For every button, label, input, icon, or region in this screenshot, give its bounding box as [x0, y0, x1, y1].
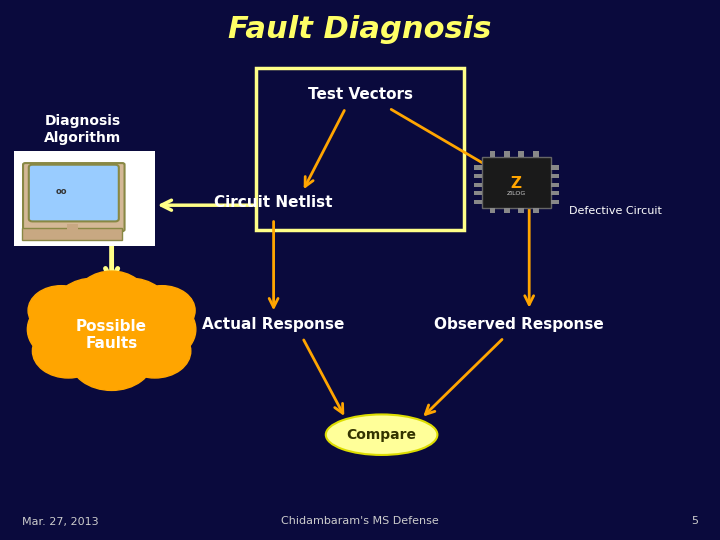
Circle shape	[70, 328, 153, 390]
FancyBboxPatch shape	[551, 200, 559, 204]
Text: Actual Response: Actual Response	[202, 316, 345, 332]
Circle shape	[58, 302, 166, 383]
FancyBboxPatch shape	[551, 191, 559, 195]
FancyBboxPatch shape	[504, 208, 510, 213]
FancyBboxPatch shape	[551, 174, 559, 178]
FancyBboxPatch shape	[67, 224, 78, 232]
Text: Fault Diagnosis: Fault Diagnosis	[228, 15, 492, 44]
Circle shape	[77, 271, 146, 323]
FancyBboxPatch shape	[533, 208, 539, 213]
Circle shape	[129, 286, 195, 335]
FancyBboxPatch shape	[474, 183, 482, 187]
Text: Circuit Netlist: Circuit Netlist	[215, 195, 333, 210]
Circle shape	[90, 278, 169, 338]
Text: oo: oo	[55, 187, 67, 196]
FancyBboxPatch shape	[22, 228, 122, 240]
FancyBboxPatch shape	[533, 151, 539, 157]
FancyBboxPatch shape	[490, 208, 495, 213]
Ellipse shape	[325, 415, 438, 455]
FancyBboxPatch shape	[474, 165, 482, 170]
Text: Test Vectors: Test Vectors	[307, 87, 413, 102]
FancyBboxPatch shape	[474, 174, 482, 178]
Circle shape	[54, 278, 133, 338]
Text: Defective Circuit: Defective Circuit	[570, 206, 662, 215]
Text: Diagnosis
Algorithm: Diagnosis Algorithm	[44, 114, 122, 145]
Text: Compare: Compare	[346, 428, 417, 442]
Text: 5: 5	[691, 516, 698, 526]
Text: Observed Response: Observed Response	[433, 316, 603, 332]
Text: Mar. 27, 2013: Mar. 27, 2013	[22, 516, 98, 526]
FancyBboxPatch shape	[482, 157, 551, 208]
Circle shape	[119, 324, 191, 378]
Circle shape	[28, 286, 94, 335]
FancyBboxPatch shape	[23, 163, 125, 231]
FancyBboxPatch shape	[518, 151, 524, 157]
FancyBboxPatch shape	[518, 208, 524, 213]
FancyBboxPatch shape	[474, 200, 482, 204]
Circle shape	[32, 324, 104, 378]
Text: Z: Z	[510, 176, 522, 191]
FancyBboxPatch shape	[490, 151, 495, 157]
FancyBboxPatch shape	[551, 165, 559, 170]
Circle shape	[107, 296, 196, 363]
Text: ZILOG: ZILOG	[507, 191, 526, 196]
FancyBboxPatch shape	[551, 183, 559, 187]
FancyBboxPatch shape	[474, 191, 482, 195]
FancyBboxPatch shape	[14, 151, 155, 246]
Text: Chidambaram's MS Defense: Chidambaram's MS Defense	[281, 516, 439, 526]
Circle shape	[27, 296, 117, 363]
Text: Possible
Faults: Possible Faults	[76, 319, 147, 351]
FancyBboxPatch shape	[29, 165, 119, 221]
FancyBboxPatch shape	[504, 151, 510, 157]
